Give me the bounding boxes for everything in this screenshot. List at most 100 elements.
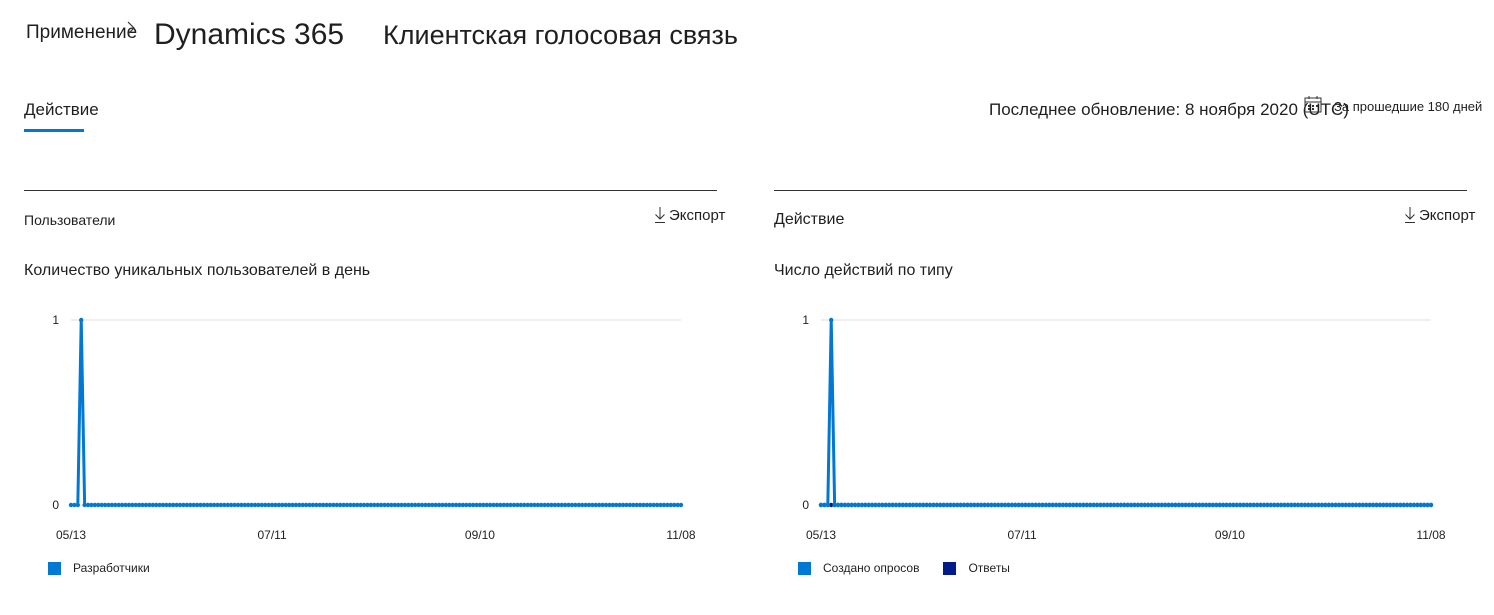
data-point[interactable] bbox=[631, 502, 636, 508]
data-point[interactable] bbox=[119, 502, 125, 508]
data-point[interactable] bbox=[1289, 502, 1294, 508]
data-point[interactable] bbox=[818, 502, 824, 508]
data-point[interactable] bbox=[641, 502, 646, 508]
data-point[interactable] bbox=[447, 502, 452, 508]
data-point[interactable] bbox=[579, 502, 585, 508]
calendar-icon[interactable] bbox=[1304, 95, 1322, 113]
data-point[interactable] bbox=[382, 502, 387, 508]
export-button-activity[interactable]: Экспорт bbox=[1404, 206, 1475, 224]
data-point[interactable] bbox=[1333, 502, 1338, 508]
data-point[interactable] bbox=[235, 502, 241, 508]
data-point[interactable] bbox=[1064, 502, 1069, 508]
data-point[interactable] bbox=[1299, 502, 1304, 508]
data-point[interactable] bbox=[1316, 502, 1321, 508]
data-point[interactable] bbox=[1009, 502, 1015, 508]
data-point[interactable] bbox=[586, 502, 592, 508]
legend-item[interactable]: Создано опросов bbox=[798, 561, 919, 575]
data-point[interactable] bbox=[1340, 502, 1345, 508]
data-point[interactable] bbox=[1197, 502, 1202, 508]
data-point[interactable] bbox=[1381, 502, 1386, 508]
data-point[interactable] bbox=[603, 502, 609, 508]
data-point[interactable] bbox=[225, 502, 230, 508]
data-point[interactable] bbox=[1241, 502, 1246, 508]
data-point[interactable] bbox=[184, 502, 190, 508]
data-point[interactable] bbox=[535, 502, 541, 508]
data-point[interactable] bbox=[1118, 502, 1124, 508]
data-point[interactable] bbox=[917, 502, 923, 508]
data-point[interactable] bbox=[951, 502, 957, 508]
data-point[interactable] bbox=[1084, 502, 1090, 508]
data-point[interactable] bbox=[1002, 502, 1008, 508]
data-point[interactable] bbox=[1115, 502, 1120, 508]
data-point[interactable] bbox=[324, 502, 329, 508]
data-point[interactable] bbox=[1030, 502, 1035, 508]
data-point[interactable] bbox=[338, 502, 343, 508]
data-point[interactable] bbox=[1425, 502, 1430, 508]
data-point[interactable] bbox=[914, 502, 919, 508]
data-point[interactable] bbox=[839, 502, 844, 508]
data-point[interactable] bbox=[1272, 502, 1277, 508]
data-point[interactable] bbox=[426, 502, 432, 508]
data-point[interactable] bbox=[242, 502, 247, 508]
data-point[interactable] bbox=[440, 502, 445, 508]
data-point[interactable] bbox=[208, 502, 213, 508]
data-point[interactable] bbox=[1128, 502, 1134, 508]
data-point[interactable] bbox=[903, 502, 909, 508]
data-point[interactable] bbox=[1384, 502, 1389, 508]
data-point[interactable] bbox=[75, 502, 81, 508]
data-point[interactable] bbox=[1312, 502, 1318, 508]
data-point[interactable] bbox=[317, 502, 322, 508]
data-point[interactable] bbox=[1101, 502, 1107, 508]
data-point[interactable] bbox=[252, 502, 258, 508]
data-point[interactable] bbox=[433, 502, 438, 508]
data-point[interactable] bbox=[351, 502, 357, 508]
data-point[interactable] bbox=[358, 502, 363, 508]
data-point[interactable] bbox=[464, 502, 469, 508]
data-point[interactable] bbox=[1200, 502, 1205, 508]
data-point[interactable] bbox=[1047, 502, 1052, 508]
data-point[interactable] bbox=[1398, 502, 1403, 508]
data-point[interactable] bbox=[181, 502, 186, 508]
data-point[interactable] bbox=[484, 502, 489, 508]
data-point[interactable] bbox=[1364, 502, 1369, 508]
data-point[interactable] bbox=[620, 502, 626, 508]
data-point[interactable] bbox=[1360, 502, 1366, 508]
data-point[interactable] bbox=[1132, 502, 1137, 508]
tab-activity[interactable]: Действие bbox=[24, 100, 99, 119]
data-point[interactable] bbox=[1404, 502, 1410, 508]
data-point[interactable] bbox=[955, 502, 960, 508]
data-point[interactable] bbox=[610, 502, 616, 508]
data-point[interactable] bbox=[522, 502, 527, 508]
data-point[interactable] bbox=[501, 502, 506, 508]
data-point[interactable] bbox=[222, 502, 227, 508]
data-point[interactable] bbox=[283, 502, 288, 508]
data-point[interactable] bbox=[1043, 502, 1049, 508]
data-point[interactable] bbox=[136, 502, 142, 508]
data-point[interactable] bbox=[450, 502, 455, 508]
data-point[interactable] bbox=[1053, 502, 1059, 508]
data-point[interactable] bbox=[266, 502, 271, 508]
data-point[interactable] bbox=[825, 502, 831, 508]
data-point[interactable] bbox=[147, 502, 152, 508]
data-point[interactable] bbox=[515, 502, 520, 508]
data-point[interactable] bbox=[1231, 502, 1236, 508]
data-point[interactable] bbox=[1176, 502, 1182, 508]
data-point[interactable] bbox=[474, 502, 479, 508]
data-point[interactable] bbox=[880, 502, 885, 508]
data-point[interactable] bbox=[126, 502, 132, 508]
data-point[interactable] bbox=[968, 502, 974, 508]
data-point[interactable] bbox=[1060, 502, 1066, 508]
data-point[interactable] bbox=[310, 502, 316, 508]
data-point[interactable] bbox=[1040, 502, 1045, 508]
data-point[interactable] bbox=[869, 502, 875, 508]
data-point[interactable] bbox=[1408, 502, 1413, 508]
data-point[interactable] bbox=[1248, 502, 1253, 508]
data-point[interactable] bbox=[290, 502, 295, 508]
data-point[interactable] bbox=[1275, 502, 1280, 508]
data-point[interactable] bbox=[1088, 502, 1093, 508]
data-point[interactable] bbox=[153, 502, 159, 508]
data-point[interactable] bbox=[341, 502, 346, 508]
data-point[interactable] bbox=[1326, 502, 1331, 508]
data-point[interactable] bbox=[1169, 502, 1175, 508]
data-point[interactable] bbox=[436, 502, 442, 508]
